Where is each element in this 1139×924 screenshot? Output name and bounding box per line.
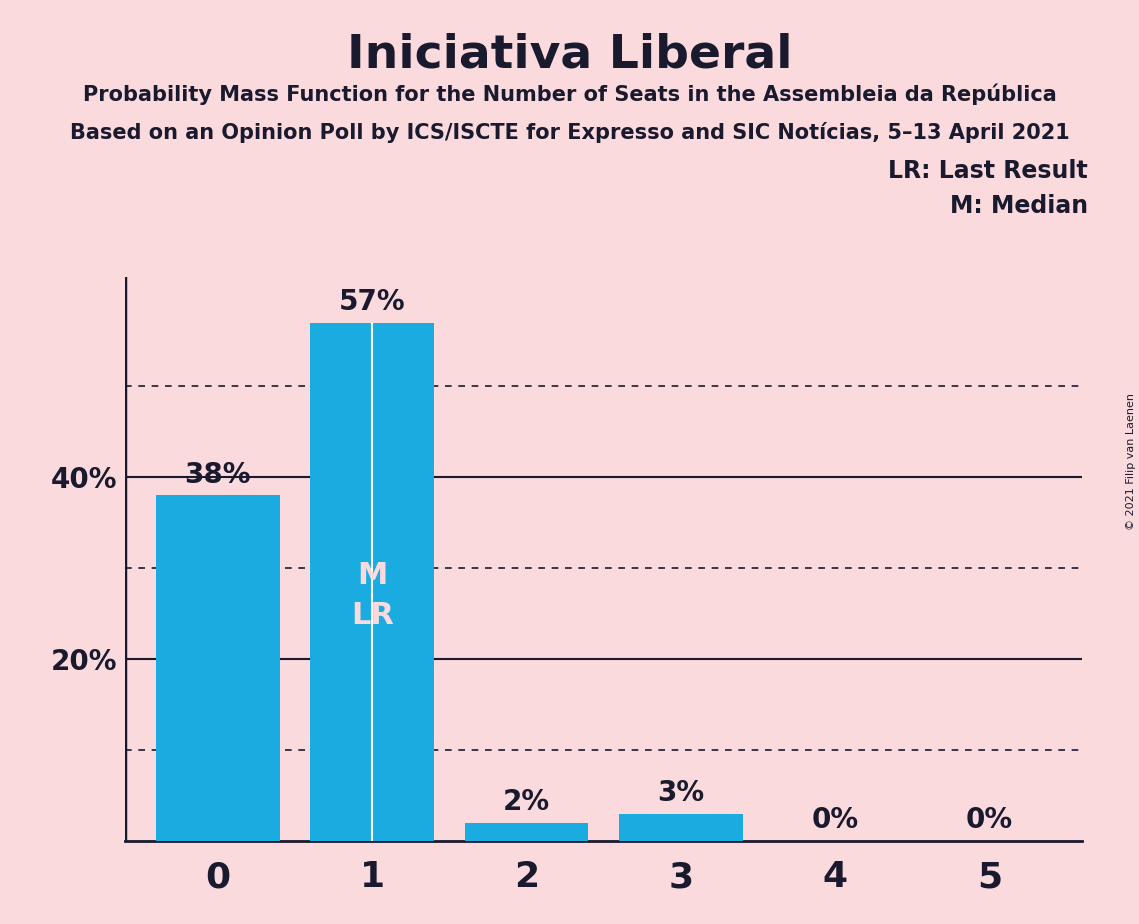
Text: © 2021 Filip van Laenen: © 2021 Filip van Laenen [1126,394,1136,530]
Text: 3%: 3% [657,779,704,808]
Text: 57%: 57% [339,288,405,316]
Text: M
LR: M LR [351,561,394,630]
Text: Probability Mass Function for the Number of Seats in the Assembleia da República: Probability Mass Function for the Number… [83,83,1056,104]
Text: 0%: 0% [966,807,1013,834]
Text: 0%: 0% [812,807,859,834]
Text: Based on an Opinion Poll by ICS/ISCTE for Expresso and SIC Notícias, 5–13 April : Based on an Opinion Poll by ICS/ISCTE fo… [69,122,1070,143]
Text: 2%: 2% [503,788,550,816]
Text: 38%: 38% [185,461,251,489]
Bar [156,495,279,841]
Text: M: Median: M: Median [950,194,1088,218]
Bar [620,813,743,841]
Bar [311,322,434,841]
Text: LR: Last Result: LR: Last Result [888,159,1088,183]
Text: Iniciativa Liberal: Iniciativa Liberal [346,32,793,78]
Bar [465,822,588,841]
